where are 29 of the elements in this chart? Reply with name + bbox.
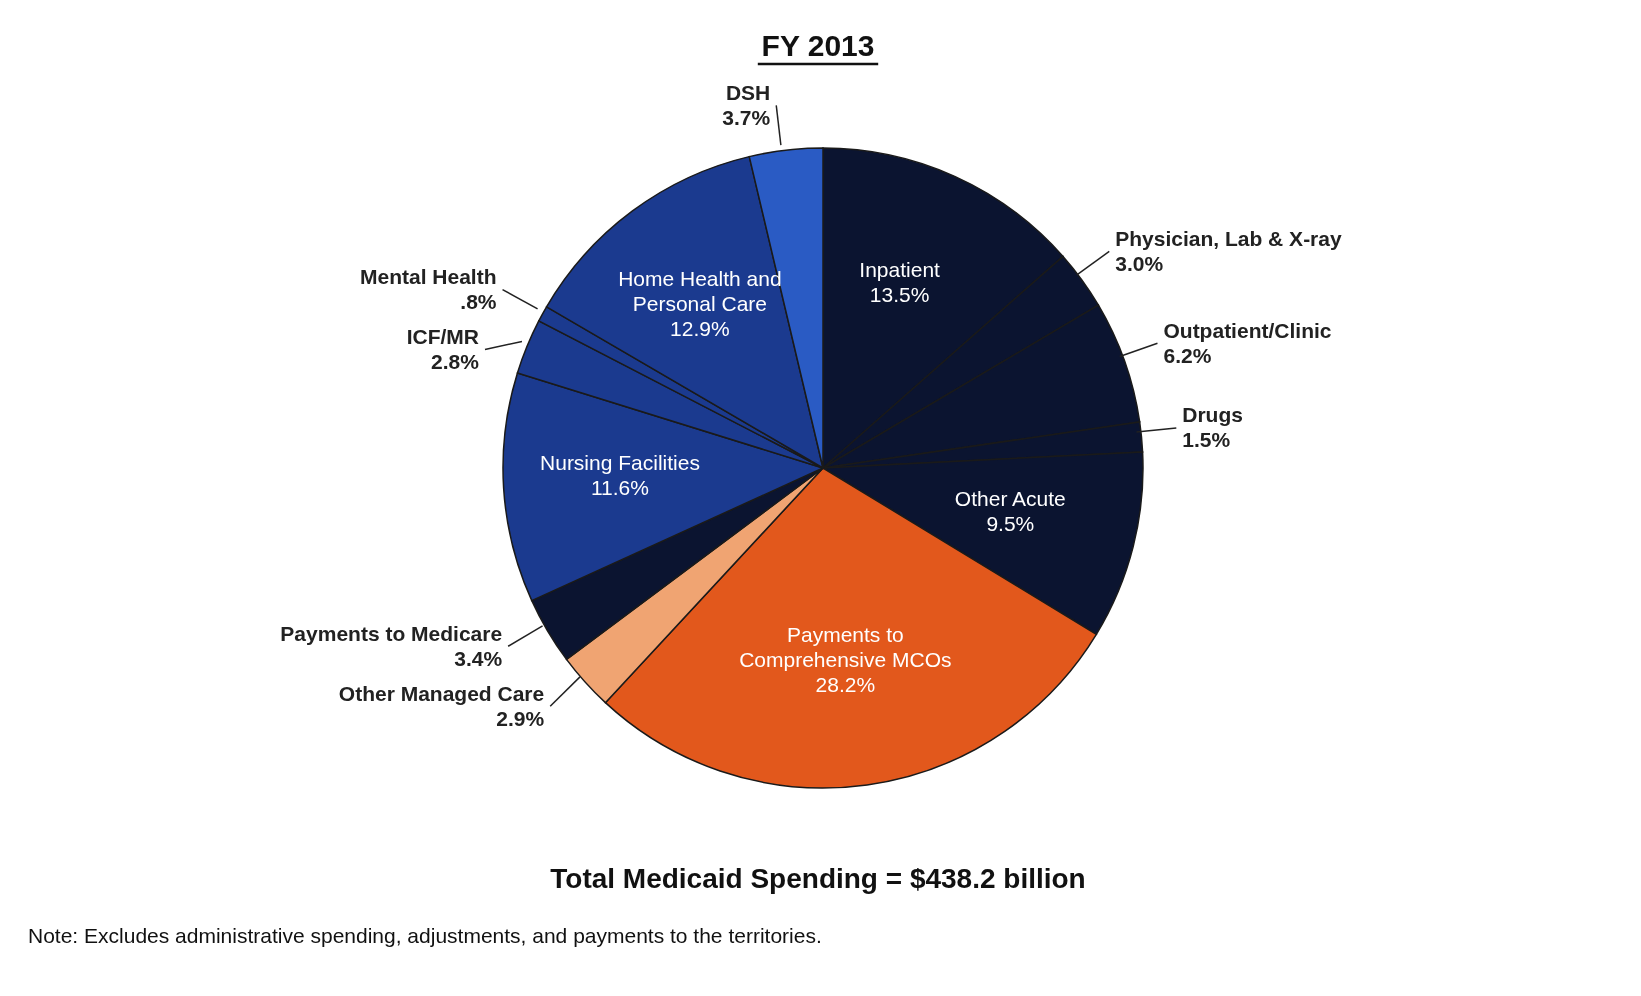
slice-label: Physician, Lab & X-ray: [1115, 226, 1342, 250]
data-label: 3.7%: [722, 105, 771, 129]
data-label: 9.5%: [986, 512, 1035, 536]
data-label: 13.5%: [869, 282, 930, 306]
data-label: .8%: [460, 290, 497, 314]
chart-title: FY 2013: [761, 29, 875, 62]
data-label: 2.9%: [496, 706, 545, 730]
slice-label: Other Managed Care: [338, 681, 545, 705]
slice-label: DSH: [725, 80, 771, 104]
data-label: 3.4%: [454, 646, 503, 670]
data-label: 28.2%: [815, 672, 876, 696]
slice-label: Inpatient: [859, 257, 941, 281]
slice-label: Payments to Comprehensive MCOs: [739, 622, 952, 671]
slice-label: Home Health and Personal Care: [618, 266, 782, 315]
slice-label: Mental Health: [360, 265, 497, 289]
slice-label: Outpatient/Clinic: [1163, 318, 1332, 342]
data-label: 11.6%: [590, 475, 649, 499]
slice-label: Nursing Facilities: [540, 450, 700, 474]
text: Total Medicaid Spending = $438.2 billion: [550, 863, 1086, 894]
slice-label: ICF/MR: [406, 325, 479, 349]
data-label: 3.0%: [1115, 251, 1164, 275]
slice-label: Payments to Medicare: [280, 621, 503, 645]
data-label: 2.8%: [431, 350, 480, 374]
data-label: 1.5%: [1182, 428, 1231, 452]
text: Note: Excludes administrative spending, adjustments, and payments to the territories.: [28, 924, 822, 947]
data-label: 12.9%: [670, 316, 730, 340]
slice-label: Drugs: [1182, 403, 1243, 427]
slice-label: Other Acute: [954, 487, 1066, 511]
data-label: 6.2%: [1163, 343, 1212, 367]
